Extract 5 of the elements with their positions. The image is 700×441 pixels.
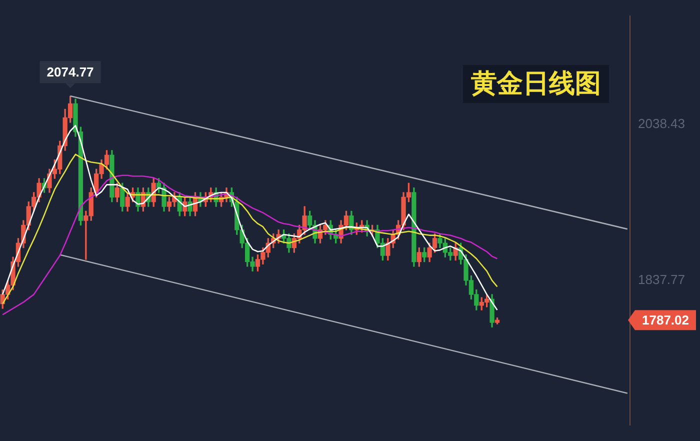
y-tick-label: 2038.43 [638, 116, 685, 132]
annotation: 2074.77 [46, 64, 94, 80]
y-tick-label: 1837.77 [638, 272, 685, 288]
text: 1787.02 [642, 312, 690, 328]
text: 黄金日线图 [470, 68, 601, 99]
